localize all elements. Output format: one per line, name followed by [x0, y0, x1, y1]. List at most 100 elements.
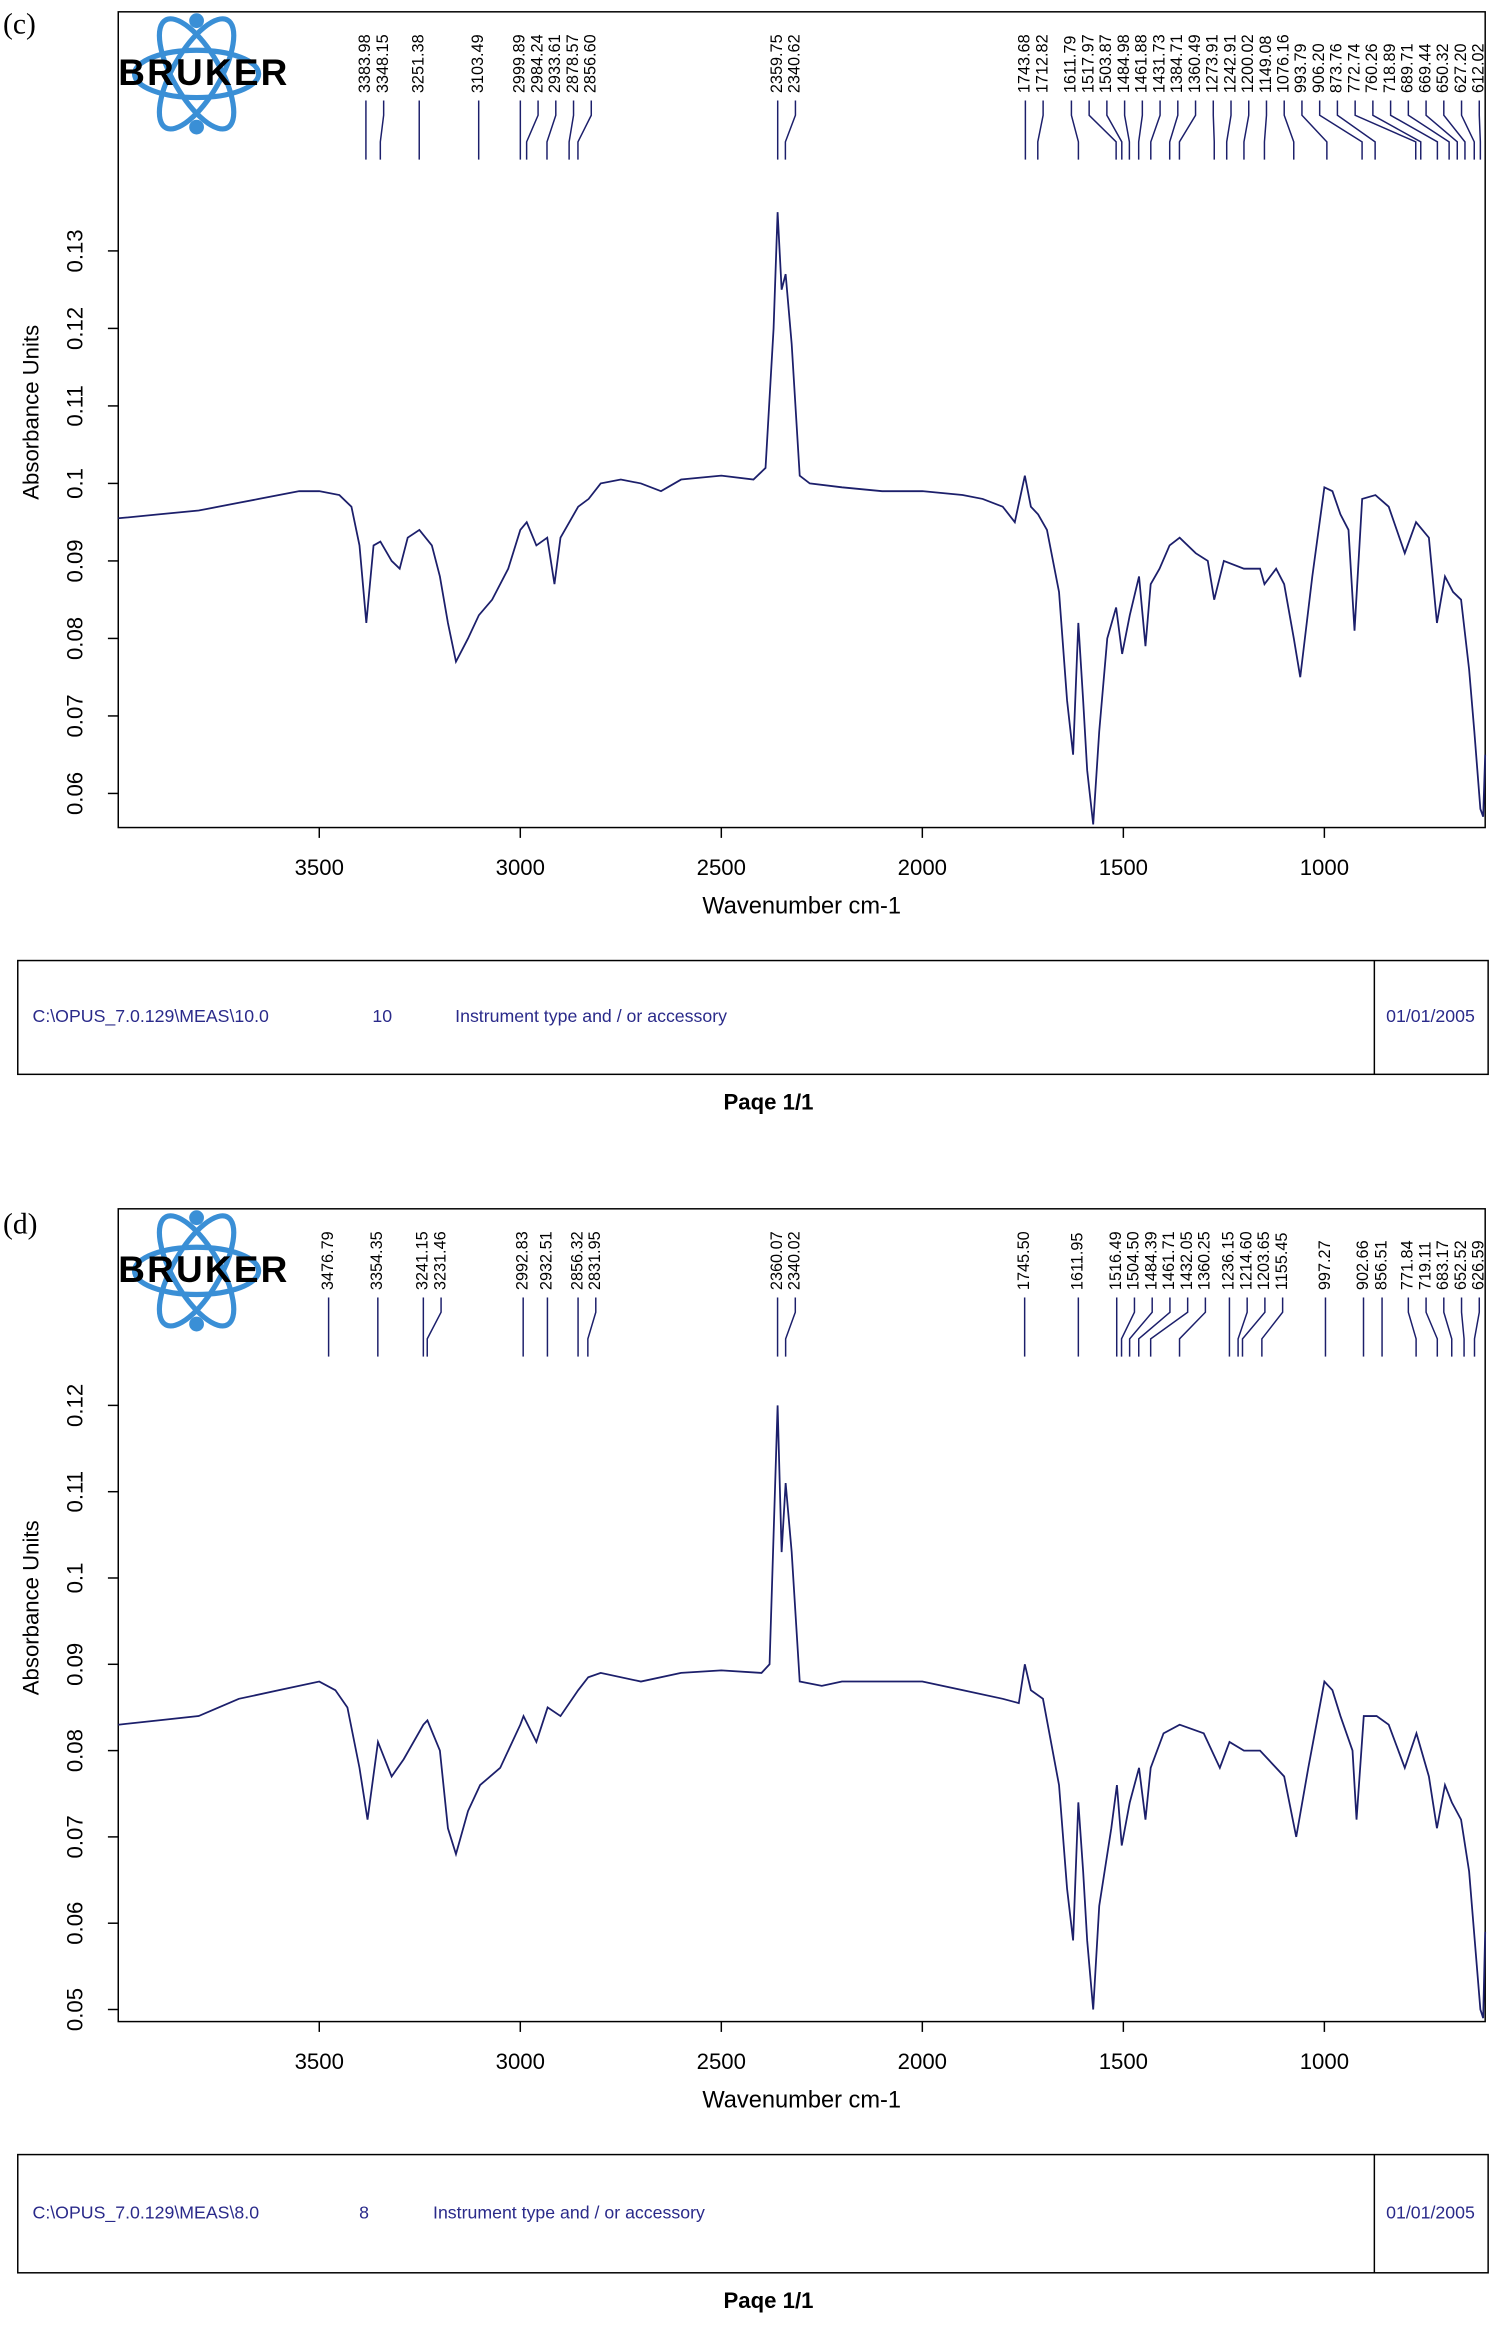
- peak-label: 612.02: [1470, 43, 1488, 93]
- peak-label: 2856.60: [582, 34, 600, 93]
- logo-dot: [189, 119, 204, 135]
- peak-label: 3241.15: [414, 1231, 432, 1290]
- peak-label: 1484.98: [1115, 34, 1133, 93]
- y-axis-label: Absorbance Units: [18, 325, 43, 500]
- peak-label: 719.11: [1416, 1242, 1434, 1291]
- peak-marker: [1168, 100, 1179, 160]
- y-tick-label: 0.07: [63, 694, 88, 737]
- peak-label: 1431.73: [1150, 34, 1168, 93]
- logo-dot: [189, 1316, 204, 1332]
- footer-number: 10: [372, 1006, 392, 1026]
- footer-path: C:\OPUS_7.0.129\MEAS\10.0: [33, 1006, 270, 1027]
- peak-marker: [1283, 100, 1295, 160]
- peak-label: 993.79: [1292, 43, 1310, 93]
- footer-date: 01/01/2005: [1386, 1006, 1475, 1026]
- peak-marker: [1407, 1297, 1417, 1357]
- peak-label: 1611.79: [1062, 36, 1080, 94]
- peak-marker: [426, 1297, 442, 1357]
- peak-marker: [1318, 100, 1363, 160]
- peak-marker: [568, 100, 575, 160]
- spectrum-line: [118, 1405, 1487, 2019]
- peak-label: 1503.87: [1097, 34, 1115, 93]
- peak-label: 2932.51: [538, 1231, 556, 1290]
- logo-orbit: [156, 16, 237, 132]
- peak-label: 2856.32: [568, 1231, 586, 1290]
- peak-marker: [1149, 1297, 1189, 1357]
- peak-label: 1214.60: [1237, 1231, 1255, 1290]
- peak-marker: [1443, 1297, 1453, 1357]
- peak-marker: [1407, 100, 1450, 160]
- peak-marker: [1473, 1297, 1481, 1357]
- peak-label: 689.71: [1399, 43, 1417, 93]
- peak-marker: [1372, 100, 1422, 160]
- peak-label: 1155.45: [1273, 1233, 1291, 1291]
- peak-label: 2340.02: [786, 1231, 804, 1290]
- logo-orbit: [131, 47, 262, 101]
- peak-label: 1384.71: [1168, 34, 1186, 93]
- peak-label: 1360.49: [1186, 34, 1204, 93]
- y-tick-label: 0.05: [63, 1988, 88, 2031]
- peak-label: 771.84: [1399, 1240, 1417, 1290]
- peak-label: 669.44: [1416, 43, 1434, 93]
- peak-label: 1076.16: [1275, 34, 1293, 93]
- panel-label: (d): [3, 1208, 37, 1240]
- peak-label: 1712.82: [1033, 34, 1051, 93]
- x-tick-label: 1000: [1300, 2049, 1349, 2074]
- peak-label: 1360.25: [1196, 1231, 1214, 1290]
- peak-label: 2340.62: [786, 34, 804, 93]
- logo-orbit: [156, 1213, 237, 1329]
- peak-label: 1203.65: [1255, 1231, 1273, 1290]
- y-tick-label: 0.08: [63, 1729, 88, 1772]
- y-tick-label: 0.11: [63, 385, 88, 426]
- peak-label: 1504.50: [1125, 1231, 1143, 1290]
- peak-label: 3231.46: [431, 1231, 449, 1290]
- y-tick-label: 0.13: [63, 229, 88, 272]
- peak-label: 1200.02: [1239, 34, 1257, 93]
- x-tick-label: 1000: [1300, 855, 1349, 880]
- y-tick-label: 0.07: [63, 1815, 88, 1858]
- footer-box: [17, 959, 1489, 1076]
- y-tick-label: 0.1: [63, 468, 88, 499]
- peak-label: 2360.07: [768, 1231, 786, 1290]
- peak-label: 1743.68: [1016, 34, 1034, 93]
- peak-label: 2999.89: [511, 34, 529, 93]
- peak-marker: [1478, 100, 1482, 160]
- peak-marker: [1425, 1297, 1439, 1357]
- x-tick-label: 2500: [697, 2049, 746, 2074]
- x-tick-label: 2000: [898, 855, 947, 880]
- footer-description: Instrument type and / or accessory: [455, 1006, 727, 1026]
- plot-frame: [117, 1208, 1486, 2023]
- peak-label: 772.74: [1345, 43, 1363, 93]
- peak-label: 1516.49: [1107, 1231, 1125, 1290]
- peak-marker: [1389, 100, 1439, 160]
- peak-label: 1432.05: [1178, 1231, 1196, 1290]
- peak-label: 1611.95: [1069, 1233, 1087, 1291]
- x-tick-label: 3500: [295, 855, 344, 880]
- x-tick-label: 1500: [1099, 2049, 1148, 2074]
- peak-marker: [1178, 100, 1197, 160]
- peak-marker: [1123, 100, 1131, 160]
- peak-marker: [525, 100, 539, 160]
- logo-orbit: [156, 1213, 237, 1329]
- peak-marker: [1460, 100, 1475, 160]
- footer-path: C:\OPUS_7.0.129\MEAS\8.0: [33, 2202, 260, 2223]
- peak-label: 1517.97: [1079, 34, 1097, 93]
- peak-label: 906.20: [1310, 43, 1328, 93]
- x-axis-label: Wavenumber cm-1: [702, 894, 901, 920]
- y-tick-label: 0.08: [63, 617, 88, 660]
- peak-marker: [1225, 100, 1232, 160]
- peak-marker: [1138, 1297, 1171, 1357]
- peak-label: 1242.91: [1221, 34, 1239, 93]
- peak-marker: [784, 100, 797, 160]
- peak-label: 718.89: [1381, 43, 1399, 93]
- logo-orbit: [131, 1244, 262, 1298]
- footer-description: Instrument type and / or accessory: [433, 2202, 705, 2222]
- x-tick-label: 2500: [697, 855, 746, 880]
- peak-label: 1461.88: [1133, 34, 1151, 93]
- x-tick-label: 2000: [898, 2049, 947, 2074]
- peak-label: 760.26: [1363, 43, 1381, 93]
- footer-number: 8: [359, 2202, 369, 2222]
- spectrum-line: [118, 212, 1487, 825]
- peak-marker: [1178, 1297, 1207, 1357]
- peak-label: 856.51: [1372, 1240, 1390, 1290]
